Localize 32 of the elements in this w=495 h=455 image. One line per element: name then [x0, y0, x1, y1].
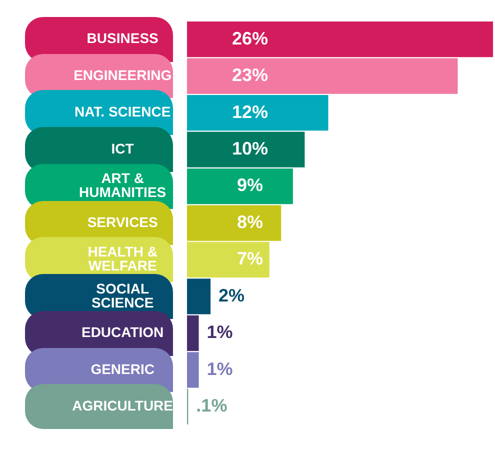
data-label: 12%	[232, 102, 268, 122]
data-label: 1%	[206, 322, 233, 342]
y-tick-label: AGRICULTURE	[72, 397, 173, 414]
bar	[187, 168, 293, 204]
data-label: 7%	[236, 248, 264, 269]
y-tick-label: BUSINESS	[86, 30, 158, 46]
bar	[187, 95, 328, 131]
y-tick-label: NAT. SCIENCE	[74, 104, 171, 120]
y-tick-label: SOCIAL SCIENCE	[91, 280, 154, 310]
y-tick-label: HEALTH & WELFARE	[88, 244, 158, 274]
data-label: 9%	[236, 175, 264, 196]
y-tick-label: ICT	[111, 140, 134, 156]
data-label: 8%	[236, 212, 264, 232]
bar	[187, 205, 282, 241]
bar	[187, 58, 458, 94]
data-label: 26%	[232, 28, 268, 48]
bar	[187, 352, 199, 388]
bar	[187, 278, 211, 314]
bar	[187, 242, 270, 278]
y-tick-label: ART & HUMANITIES	[79, 170, 166, 200]
data-label: 10%	[232, 138, 268, 159]
y-tick-label: SERVICES	[87, 214, 158, 230]
data-label: 1%	[206, 358, 233, 379]
data-label: 2%	[218, 285, 245, 306]
data-label: .1%	[196, 396, 228, 416]
bar	[187, 22, 493, 58]
data-label: 23%	[232, 65, 268, 86]
y-tick-label: EDUCATION	[81, 324, 164, 340]
bar	[187, 132, 305, 168]
y-tick-label: GENERIC	[90, 360, 154, 377]
y-tick-label: ENGINEERING	[74, 66, 172, 83]
bar	[187, 315, 199, 351]
